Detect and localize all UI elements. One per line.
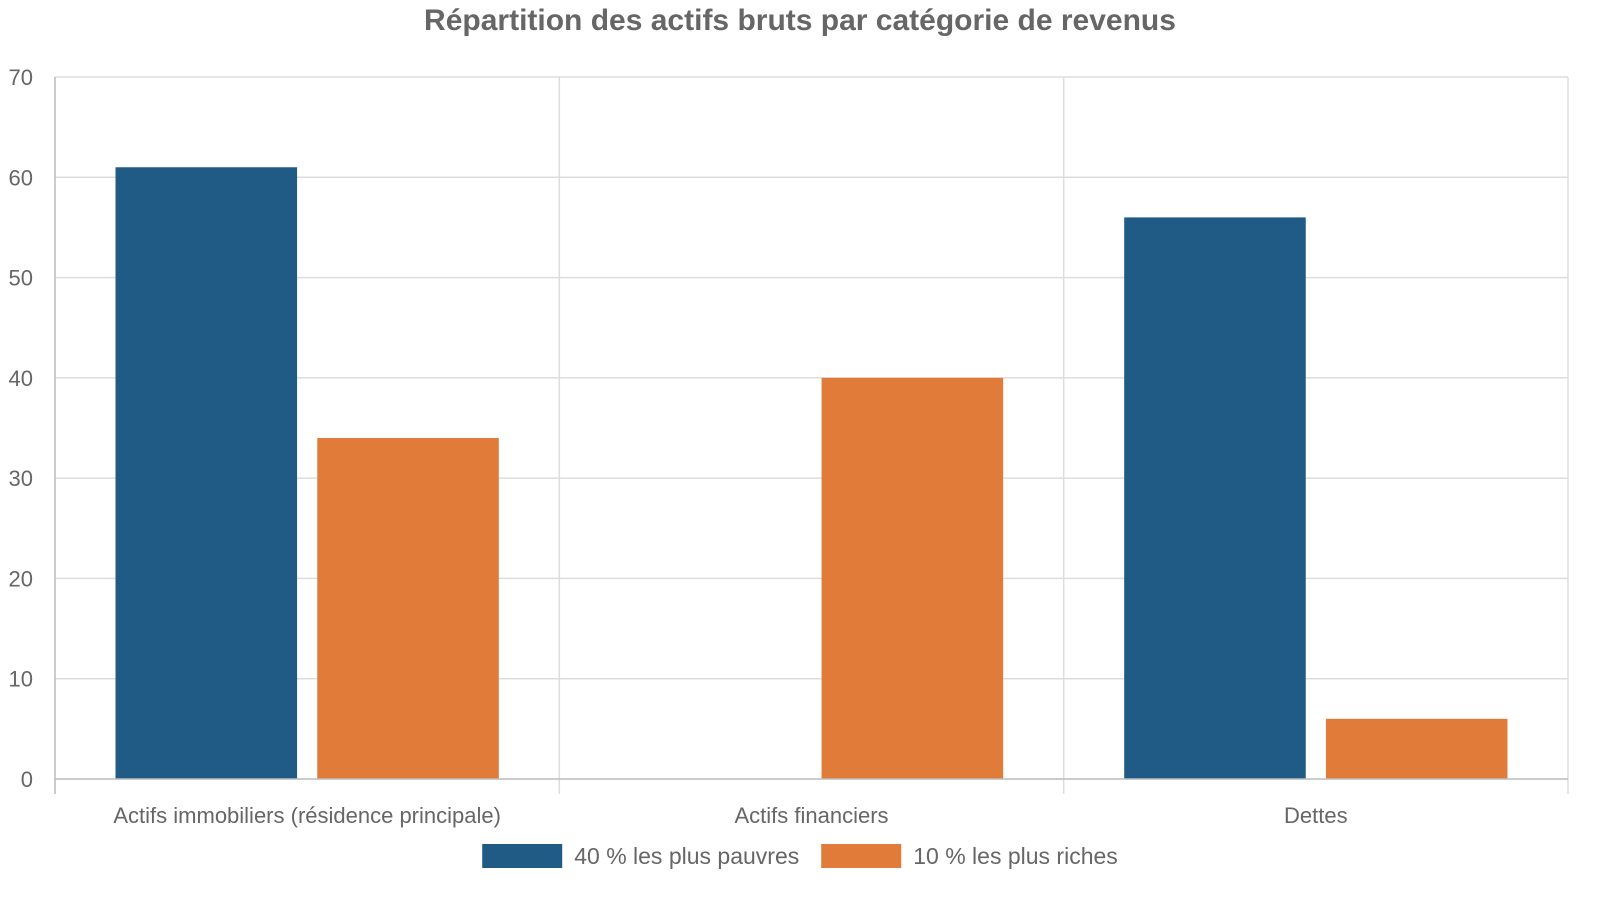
x-tick-label: Dettes (1284, 803, 1348, 828)
legend-item-poorest-40[interactable]: 40 % les plus pauvres (482, 843, 799, 869)
y-tick-label: 20 (9, 566, 33, 591)
x-tick-label: Actifs financiers (734, 803, 888, 828)
y-tick-label: 70 (9, 65, 33, 90)
y-tick-label: 40 (9, 366, 33, 391)
y-tick-label: 0 (21, 767, 33, 792)
chart-title: Répartition des actifs bruts par catégor… (424, 4, 1176, 37)
legend-label: 10 % les plus riches (913, 843, 1118, 869)
axes: 0 10 20 30 40 50 60 70 Actifs immobiliers (résid… (9, 65, 1568, 828)
bars (115, 167, 1508, 779)
bar-poorest-40-2[interactable] (1124, 217, 1306, 779)
legend-swatch (482, 844, 563, 868)
bar-richest-10-2[interactable] (1325, 718, 1508, 779)
legend-swatch (821, 844, 902, 868)
bar-richest-10-1[interactable] (821, 377, 1004, 779)
y-tick-label: 10 (9, 667, 33, 692)
bar-richest-10-0[interactable] (317, 438, 499, 779)
legend-item-richest-10[interactable]: 10 % les plus riches (821, 843, 1118, 869)
x-tick-label: Actifs immobiliers (résidence principale… (113, 803, 501, 828)
grid (54, 76, 1569, 794)
legend[interactable]: 40 % les plus pauvres 10 % les plus riche… (482, 843, 1118, 869)
y-tick-label: 60 (9, 165, 33, 190)
legend-label: 40 % les plus pauvres (574, 843, 799, 869)
bar-poorest-40-0[interactable] (115, 167, 298, 779)
y-tick-label: 30 (9, 466, 33, 491)
y-tick-label: 50 (9, 266, 33, 291)
